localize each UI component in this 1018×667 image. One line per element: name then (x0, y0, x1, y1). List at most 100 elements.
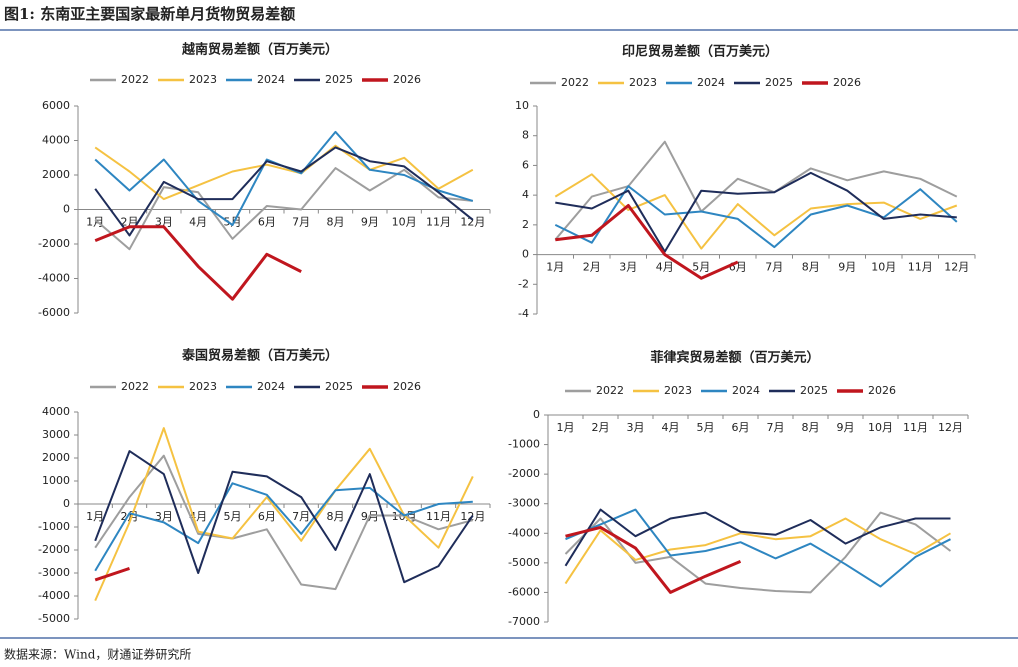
series-line (555, 204, 739, 280)
chart-title: 泰国贸易差额（百万美元） (181, 348, 338, 364)
x-tick-label: 10月 (868, 421, 893, 434)
series-line (554, 173, 958, 250)
legend-label: 2024 (257, 380, 285, 393)
x-tick-label: 5月 (224, 510, 242, 523)
x-tick-label: 7月 (767, 421, 785, 434)
y-tick-label: -7000 (508, 615, 540, 628)
x-tick-label: 8月 (802, 261, 820, 274)
legend-label: 2025 (325, 73, 353, 86)
x-tick-label: 8月 (802, 421, 820, 434)
x-tick-label: 1月 (557, 421, 575, 434)
legend-label: 2022 (596, 384, 624, 397)
series-line (94, 146, 474, 237)
x-tick-label: 5月 (692, 261, 710, 274)
series-line (555, 171, 957, 253)
x-tick-label: 11月 (426, 216, 451, 229)
x-tick-label: 9月 (361, 216, 379, 229)
x-tick-label: 3月 (619, 261, 637, 274)
y-tick-label: 3000 (42, 428, 70, 441)
legend-label: 2023 (664, 384, 692, 397)
legend-label: 2024 (697, 76, 725, 89)
y-tick-label: 2 (522, 218, 529, 231)
legend-label: 2025 (765, 76, 793, 89)
series-line (94, 566, 130, 582)
y-tick-label: -3000 (508, 497, 540, 510)
y-tick-label: 0 (63, 203, 70, 216)
x-tick-label: 2月 (121, 216, 139, 229)
x-tick-label: 4月 (662, 421, 680, 434)
x-tick-label: 2月 (583, 261, 601, 274)
series-line (565, 525, 742, 594)
x-tick-label: 6月 (258, 510, 276, 523)
x-tick-label: 10月 (392, 216, 417, 229)
x-tick-label: 4月 (656, 261, 674, 274)
x-tick-label: 5月 (697, 421, 715, 434)
x-tick-label: 11月 (903, 421, 928, 434)
legend-label: 2025 (325, 380, 353, 393)
x-tick-label: 4月 (189, 216, 207, 229)
x-tick-label: 1月 (86, 510, 104, 523)
y-tick-label: -3000 (38, 566, 70, 579)
series-line (94, 427, 474, 602)
series-line (565, 508, 951, 588)
legend-label: 2023 (629, 76, 657, 89)
y-tick-label: 0 (533, 408, 540, 421)
y-tick-label: -1000 (508, 438, 540, 451)
legend-label: 2022 (121, 380, 149, 393)
y-tick-label: 6 (522, 158, 529, 171)
legend-label: 2022 (121, 73, 149, 86)
legend-label: 2026 (868, 384, 896, 397)
x-tick-label: 3月 (155, 216, 173, 229)
series-line (554, 185, 958, 249)
y-tick-label: -4000 (38, 272, 70, 285)
y-tick-label: -4000 (38, 589, 70, 602)
y-tick-label: -4000 (508, 526, 540, 539)
y-tick-label: -2000 (508, 467, 540, 480)
y-tick-label: 2000 (42, 168, 70, 181)
legend-label: 2022 (561, 76, 589, 89)
x-tick-label: 3月 (155, 510, 173, 523)
x-tick-label: 6月 (732, 421, 750, 434)
x-tick-label: 9月 (838, 261, 856, 274)
x-tick-label: 2月 (592, 421, 610, 434)
x-tick-label: 12月 (460, 216, 485, 229)
x-tick-label: 1月 (86, 216, 104, 229)
y-tick-label: -5000 (38, 612, 70, 625)
x-tick-label: 11月 (426, 510, 451, 523)
x-tick-label: 12月 (938, 421, 963, 434)
legend-label: 2023 (189, 73, 217, 86)
legend-label: 2026 (393, 73, 421, 86)
chart-title: 印尼贸易差额（百万美元） (622, 44, 778, 60)
y-tick-label: 10 (515, 99, 529, 112)
y-tick-label: 4 (522, 188, 529, 201)
y-tick-label: -6000 (38, 306, 70, 319)
y-tick-label: -2 (518, 277, 529, 290)
series-line (554, 140, 958, 241)
y-tick-label: 4000 (42, 405, 70, 418)
chart-title: 越南贸易差额（百万美元） (181, 42, 338, 58)
x-tick-label: 9月 (837, 421, 855, 434)
y-tick-label: -5000 (508, 556, 540, 569)
y-tick-label: 6000 (42, 99, 70, 112)
x-tick-label: 6月 (258, 216, 276, 229)
figure-title: 图1: 东南亚主要国家最新单月货物贸易差额 (4, 5, 295, 23)
series-line (94, 225, 302, 301)
legend-label: 2024 (257, 73, 285, 86)
y-tick-label: -4 (518, 307, 529, 320)
y-tick-label: -2000 (38, 237, 70, 250)
x-tick-label: 8月 (327, 510, 345, 523)
y-tick-label: -2000 (38, 543, 70, 556)
series-line (94, 144, 474, 201)
x-tick-label: 3月 (627, 421, 645, 434)
series-line (94, 482, 473, 572)
x-tick-label: 7月 (292, 216, 310, 229)
legend-label: 2024 (732, 384, 760, 397)
y-tick-label: 1000 (42, 474, 70, 487)
x-tick-label: 1月 (546, 261, 564, 274)
y-tick-label: -1000 (38, 520, 70, 533)
x-tick-label: 10月 (871, 261, 896, 274)
chart-title: 菲律宾贸易差额（百万美元） (650, 350, 819, 366)
series-line (564, 517, 952, 585)
y-tick-label: 4000 (42, 134, 70, 147)
